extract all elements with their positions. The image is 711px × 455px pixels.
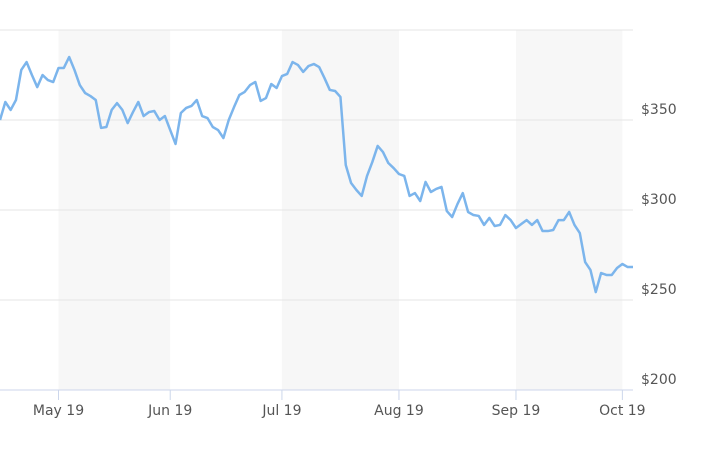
x-tick-label: Jun 19 [147,403,192,419]
x-tick-label: May 19 [33,403,84,419]
x-tick-label: Jul 19 [261,403,301,419]
x-tick-label: Oct 19 [599,403,645,419]
x-tick-label: Aug 19 [374,403,424,419]
y-tick-label: $250 [641,282,677,298]
x-tick-label: Sep 19 [492,403,541,419]
y-tick-label: $350 [641,102,677,118]
y-tick-label: $300 [641,192,677,208]
y-tick-label: $200 [641,372,677,388]
price-line [0,55,633,294]
